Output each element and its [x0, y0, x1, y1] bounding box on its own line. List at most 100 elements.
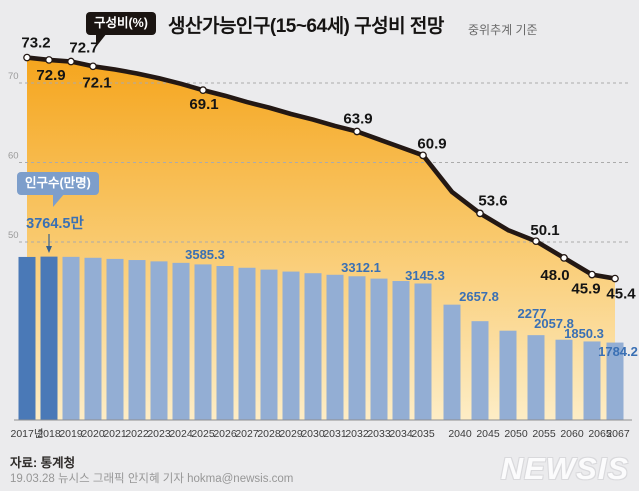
bar-value-label: 3585.3 — [185, 247, 225, 262]
x-tick-label: 2030 — [301, 428, 325, 440]
bar — [216, 266, 234, 420]
bar — [260, 269, 278, 420]
line-value-label: 72.1 — [82, 74, 111, 91]
bar — [304, 273, 322, 420]
bar — [106, 258, 124, 420]
bar-value-label: 1850.3 — [564, 326, 604, 341]
bar-value-label: 2657.8 — [459, 289, 499, 304]
x-tick-label: 2018 — [37, 428, 61, 440]
callout-arrowhead — [46, 246, 52, 253]
bar-value-label: 2057.8 — [534, 316, 574, 331]
x-tick-label: 2027 — [235, 428, 259, 440]
line-value-label: 72.7 — [69, 40, 98, 57]
x-tick-label: 2040 — [448, 428, 472, 440]
bar-value-label: 3145.3 — [405, 268, 445, 283]
data-point-dot — [588, 270, 596, 279]
line-series-badge: 구성비(%) — [86, 12, 156, 35]
line-value-label: 69.1 — [189, 96, 218, 113]
x-tick-label: 2032 — [345, 428, 369, 440]
line-value-label: 50.1 — [530, 222, 559, 239]
page-title: 생산가능인구(15~64세) 구성비 전망 — [168, 16, 444, 37]
data-point-dot — [532, 237, 540, 246]
bar-value-label: 3312.1 — [341, 260, 381, 275]
data-point-dot — [476, 209, 484, 218]
x-tick-label: 2060 — [560, 428, 584, 440]
data-point-dot — [67, 57, 75, 66]
x-tick-label: 2050 — [504, 428, 528, 440]
data-point-dot — [45, 56, 53, 64]
trend-line — [24, 55, 618, 281]
bar — [606, 342, 624, 420]
line-value-label: 53.6 — [478, 192, 507, 209]
bar — [150, 261, 168, 420]
x-tick-label: 2065 — [588, 428, 612, 440]
x-tick-label: 2034 — [389, 428, 413, 440]
x-tick-label: 2025 — [191, 428, 215, 440]
bar-value-label: 2277 — [518, 306, 547, 321]
bar — [527, 335, 545, 420]
bar — [370, 278, 388, 420]
bar — [238, 267, 256, 420]
subtitle: 중위추계 기준 — [468, 23, 538, 37]
x-tick-label: 2021 — [103, 428, 127, 440]
x-tick-label: 2033 — [367, 428, 391, 440]
bar — [18, 256, 36, 420]
y-tick-label: 60 — [8, 151, 19, 162]
line-value-label: 45.4 — [606, 286, 636, 303]
line-value-label: 73.2 — [21, 35, 50, 52]
bar — [348, 276, 366, 420]
bar — [443, 304, 461, 420]
y-tick-label: 70 — [8, 71, 19, 82]
bar — [128, 260, 146, 420]
line-value-label: 72.9 — [36, 67, 65, 84]
bar — [326, 274, 344, 420]
x-tick-label: 2035 — [411, 428, 435, 440]
data-point-dot — [23, 53, 31, 62]
bar — [172, 262, 190, 420]
x-tick-label: 2023 — [147, 428, 171, 440]
bar-series-badge: 인구수(만명) — [17, 172, 99, 195]
newsis-logo: NEWSIS — [500, 451, 629, 486]
bar — [583, 341, 601, 420]
bar-value-label: 1784.2 — [598, 344, 638, 359]
bar — [194, 264, 212, 420]
line-value-label: 63.9 — [343, 110, 372, 127]
bar — [499, 330, 517, 420]
line-badge-tail — [96, 33, 107, 47]
data-point-dot — [89, 62, 97, 71]
x-tick-label: 2026 — [213, 428, 237, 440]
data-point-dot — [419, 151, 427, 160]
callout-value: 3764.5만 — [26, 215, 84, 232]
x-tick-label: 2020 — [81, 428, 105, 440]
x-tick-label: 2055 — [532, 428, 556, 440]
bar — [62, 256, 80, 420]
x-tick-label: 2022 — [125, 428, 149, 440]
bar — [471, 321, 489, 420]
x-tick-label: 2024 — [169, 428, 193, 440]
line-value-label: 45.9 — [571, 281, 600, 298]
x-tick-label: 2067 — [606, 428, 630, 440]
x-tick-label: 2028 — [257, 428, 281, 440]
x-tick-label: 2045 — [476, 428, 500, 440]
line-value-label: 48.0 — [540, 267, 569, 284]
bar-badge-tail — [53, 193, 65, 207]
data-point-dot — [199, 86, 207, 95]
bar — [40, 256, 58, 420]
bar — [392, 281, 410, 420]
x-tick-label: 2019 — [59, 428, 83, 440]
data-point-dot — [353, 127, 361, 136]
credit-line: 19.03.28 뉴시스 그래픽 안지혜 기자 hokma@newsis.com — [10, 473, 294, 485]
x-tick-label: 2017년 — [10, 428, 43, 440]
y-tick-label: 50 — [8, 230, 19, 241]
bar — [282, 271, 300, 420]
line-value-label: 60.9 — [417, 135, 446, 152]
bar — [414, 283, 432, 420]
data-point-dot — [611, 274, 619, 283]
data-source: 자료: 통계청 — [10, 456, 76, 470]
data-point-dot — [560, 254, 568, 262]
bar — [84, 257, 102, 420]
x-tick-label: 2031 — [323, 428, 347, 440]
bar — [555, 339, 573, 420]
